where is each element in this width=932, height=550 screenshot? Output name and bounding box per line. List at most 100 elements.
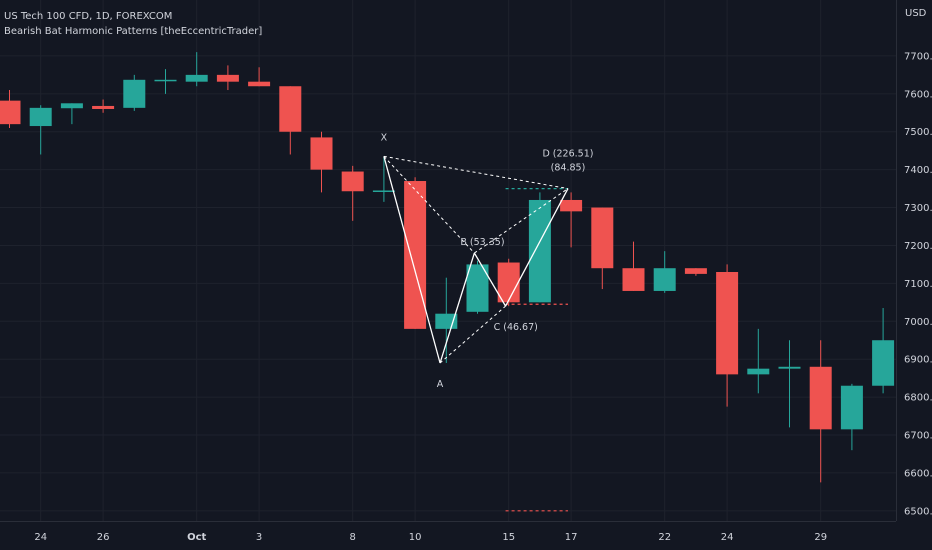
candle [497, 258, 520, 307]
candle [840, 383, 863, 451]
price-tick-label: 6700.0 [904, 431, 932, 442]
candle-body [684, 268, 707, 274]
candle [60, 103, 83, 125]
price-tick-label: 7600.0 [904, 89, 932, 100]
price-tick-label: 7000.0 [904, 317, 932, 328]
pattern-leg [473, 252, 507, 307]
candle-body [154, 79, 177, 82]
candle-body [29, 107, 52, 127]
candle-body [310, 137, 333, 170]
candle-body [341, 171, 364, 192]
pattern-ratio-line [439, 305, 506, 364]
pattern-ratio-line [383, 156, 475, 254]
price-tick-label: 7200.0 [904, 241, 932, 252]
candle [372, 156, 395, 202]
candle [216, 65, 239, 91]
time-tick-label: 29 [814, 532, 827, 543]
time-tick-label: 24 [34, 532, 47, 543]
candle [778, 340, 801, 428]
pattern-label-d-ratio: (84.85) [551, 163, 586, 174]
harmonic-pattern: X A B (53.35) C (46.67) D (226.51) (84.85) [381, 132, 593, 512]
candle-body [185, 74, 208, 82]
candle [716, 264, 739, 407]
candle [528, 192, 551, 303]
candle-body [92, 105, 115, 109]
candle [622, 241, 645, 291]
pattern-leg [383, 156, 441, 364]
time-tick-label: 10 [409, 532, 422, 543]
time-tick-label: 26 [97, 532, 110, 543]
candle-body [497, 262, 520, 303]
price-axis[interactable]: 6500.0 6600.0 6700.0 6800.0 6900.0 7000.0 7100… [896, 0, 932, 521]
indicator-title[interactable]: Bearish Bat Harmonic Patterns [theEccent… [4, 26, 263, 37]
time-axis[interactable]: 24 26 Oct 3 8 10 15 17 22 24 29 [0, 521, 896, 544]
time-tick-label: 22 [658, 532, 671, 543]
candle-body [0, 100, 21, 125]
candle [872, 308, 895, 394]
candle-body [809, 366, 832, 430]
candle-body [560, 199, 583, 212]
pattern-label-c: C (46.67) [494, 322, 538, 333]
time-tick-label: 15 [502, 532, 515, 543]
pattern-label-b: B (53.35) [460, 237, 504, 248]
price-tick-label: 7700.0 [904, 51, 932, 62]
candle [466, 260, 489, 314]
candle-body [60, 103, 83, 109]
candle [310, 131, 333, 193]
candle [809, 340, 832, 483]
pattern-ratio-line [474, 188, 569, 254]
time-tick-label: 24 [721, 532, 734, 543]
candlestick-series [0, 52, 895, 483]
candle [591, 207, 614, 290]
candle-body [404, 181, 427, 329]
candle-body [248, 81, 271, 87]
candle-body [778, 366, 801, 369]
candle-body [653, 268, 676, 291]
candle [123, 74, 146, 111]
candle [653, 251, 676, 293]
currency-label: USD [905, 8, 927, 19]
candle [154, 69, 177, 94]
pattern-label-x: X [381, 132, 388, 143]
candle-body [528, 199, 551, 303]
price-tick-label: 7100.0 [904, 279, 932, 290]
candle-body [435, 313, 458, 329]
price-tick-label: 7300.0 [904, 203, 932, 214]
candle [684, 268, 707, 276]
candle [185, 52, 208, 87]
price-tick-label: 7500.0 [904, 127, 932, 138]
pattern-label-d: D (226.51) [542, 149, 593, 160]
candle-body [216, 74, 239, 82]
symbol-title[interactable]: US Tech 100 CFD, 1D, FOREXCOM [4, 11, 173, 22]
price-tick-label: 6500.0 [904, 506, 932, 517]
candle [29, 105, 52, 155]
pattern-ratio-line [383, 155, 569, 190]
candle [0, 90, 21, 128]
candle-body [123, 79, 146, 108]
candle-body [747, 368, 770, 375]
candle [248, 67, 271, 87]
time-tick-label: 3 [256, 532, 262, 543]
candle-body [372, 190, 395, 192]
price-tick-label: 6600.0 [904, 468, 932, 479]
candle-body [466, 264, 489, 312]
time-tick-label: 17 [565, 532, 578, 543]
candle-body [840, 385, 863, 430]
candle [747, 328, 770, 394]
pattern-label-a: A [437, 379, 444, 390]
candle-body [622, 268, 645, 291]
price-tick-label: 6800.0 [904, 393, 932, 404]
price-tick-label: 6900.0 [904, 355, 932, 366]
candle [341, 165, 364, 221]
candle [404, 177, 427, 329]
candle-body [279, 86, 302, 132]
pattern-leg [439, 252, 476, 364]
price-tick-label: 7400.0 [904, 165, 932, 176]
candle [560, 192, 583, 248]
candle-body [872, 340, 895, 386]
time-tick-label: 8 [350, 532, 356, 543]
candle [92, 99, 115, 113]
candle-body [591, 207, 614, 269]
chart-grid [0, 0, 896, 521]
